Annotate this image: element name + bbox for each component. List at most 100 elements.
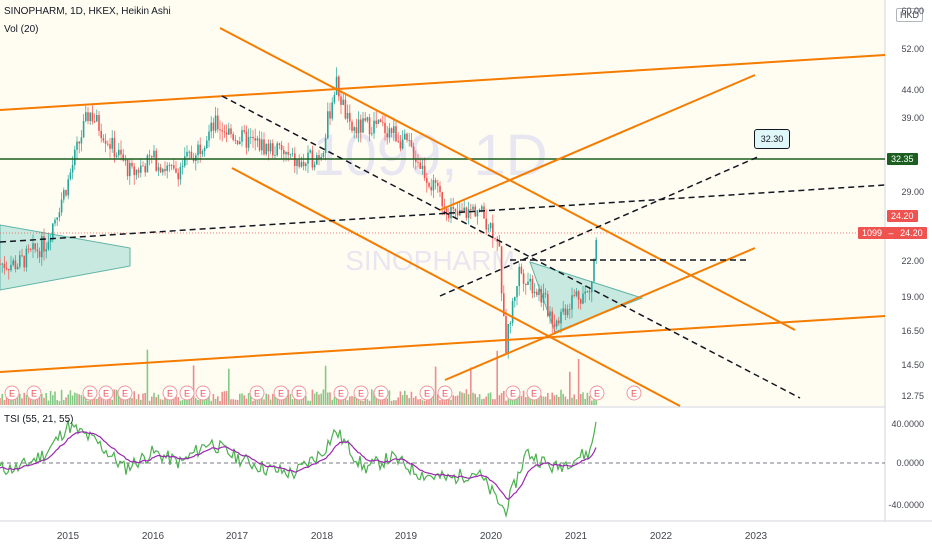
- earnings-marker[interactable]: [98, 385, 114, 401]
- volume-bar: [142, 393, 144, 405]
- trendlines[interactable]: [0, 27, 886, 407]
- time-axis-label: 2015: [56, 531, 80, 542]
- earnings-marker[interactable]: [505, 385, 521, 401]
- candle-body: [514, 297, 516, 301]
- candle-body: [481, 206, 483, 210]
- earnings-marker[interactable]: [179, 385, 195, 401]
- volume-bar: [522, 390, 525, 405]
- candle-body: [421, 165, 424, 169]
- earnings-marker[interactable]: [589, 385, 605, 401]
- candle-body: [569, 309, 571, 310]
- trendline-rising-channel-bottom[interactable]: [444, 247, 756, 381]
- currency-badge[interactable]: HKD: [896, 8, 924, 22]
- earnings-marker[interactable]: [626, 385, 642, 401]
- earnings-marker[interactable]: [526, 385, 542, 401]
- candle-body: [434, 180, 437, 183]
- volume-bar: [404, 390, 406, 405]
- volume-bar: [76, 393, 78, 405]
- volume-bar: [170, 395, 173, 405]
- watermark-symbol: 1099, 1D: [312, 123, 547, 188]
- candle-body: [65, 190, 67, 196]
- volume-bar: [272, 393, 274, 405]
- earnings-marker[interactable]: [162, 385, 178, 401]
- trendline-rising-channel-top[interactable]: [439, 74, 756, 211]
- earnings-marker[interactable]: [4, 385, 20, 401]
- earnings-marker[interactable]: [273, 385, 289, 401]
- candle-body: [144, 166, 146, 173]
- volume-bar: [454, 396, 457, 405]
- earnings-marker[interactable]: [82, 385, 98, 401]
- candle-body: [362, 118, 364, 133]
- price-callout[interactable]: 32.30: [754, 129, 790, 149]
- trendline-descending-bottom[interactable]: [231, 167, 681, 407]
- volume-bar: [591, 400, 593, 405]
- candle-body: [344, 99, 347, 119]
- candle-body: [582, 293, 584, 304]
- candle-body: [518, 266, 520, 287]
- volume-bar: [63, 400, 65, 405]
- triangle-pattern-left[interactable]: [0, 224, 131, 291]
- candle-body: [309, 150, 311, 153]
- volume-bar: [566, 399, 569, 405]
- candle-body: [331, 102, 333, 119]
- volume-bar: [379, 398, 382, 405]
- earnings-marker[interactable]: [353, 385, 369, 401]
- earnings-marker[interactable]: [373, 385, 389, 401]
- tsi-pane-bg: [0, 408, 885, 520]
- candle-body: [520, 266, 523, 274]
- candle-body: [483, 206, 485, 219]
- volume-bar: [206, 395, 208, 405]
- candle-body: [307, 152, 309, 164]
- earnings-marker[interactable]: [195, 385, 211, 401]
- candle-body: [298, 159, 300, 167]
- volume-bar: [274, 396, 276, 405]
- volume-bar: [56, 399, 58, 405]
- volume-bar: [390, 400, 393, 405]
- candle-body: [199, 144, 201, 155]
- volume-bar: [265, 393, 267, 405]
- candle-body: [525, 283, 527, 285]
- volume-bar: [269, 399, 272, 405]
- volume-bar: [118, 393, 120, 405]
- candle-body: [406, 133, 408, 141]
- candle-body: [553, 323, 556, 327]
- volume-bar: [322, 389, 325, 405]
- earnings-marker[interactable]: [117, 385, 133, 401]
- volume-bar: [239, 393, 241, 405]
- dashed-line-descending[interactable]: [221, 95, 801, 399]
- dashed-lines[interactable]: [0, 95, 886, 399]
- earnings-marker[interactable]: [26, 385, 42, 401]
- volume-bar: [278, 399, 281, 405]
- dashed-line-long[interactable]: [0, 184, 886, 243]
- candle-body: [511, 300, 514, 323]
- volume-bar: [280, 398, 283, 405]
- volume-bar: [362, 400, 364, 405]
- trendline-lower-channel[interactable]: [0, 315, 886, 373]
- candle-body: [522, 273, 525, 284]
- candle-body: [109, 144, 111, 149]
- earnings-marker[interactable]: [249, 385, 265, 401]
- volume-bar: [538, 398, 540, 405]
- trendline-descending-top[interactable]: [219, 27, 796, 331]
- earnings-marker[interactable]: [437, 385, 453, 401]
- candle-body: [302, 161, 305, 167]
- volume-bar: [148, 400, 151, 405]
- volume-bar: [331, 399, 333, 405]
- dashed-line-rising[interactable]: [439, 155, 761, 297]
- trendline-upper-channel[interactable]: [0, 54, 886, 111]
- candle-body: [0, 263, 1, 265]
- volume-bar: [302, 393, 305, 405]
- candle-body: [38, 251, 41, 258]
- candle-body: [410, 140, 413, 147]
- tsi-signal-line: [0, 431, 597, 501]
- volume-bar: [551, 392, 553, 405]
- earnings-marker[interactable]: [291, 385, 307, 401]
- earnings-marker[interactable]: [333, 385, 349, 401]
- earnings-marker[interactable]: [419, 385, 435, 401]
- volume-bar: [419, 398, 421, 405]
- candle-body: [340, 96, 342, 105]
- candle-body: [52, 223, 54, 240]
- symbol-title: SINOPHARM, 1D, HKEX, Heikin Ashi: [4, 6, 171, 17]
